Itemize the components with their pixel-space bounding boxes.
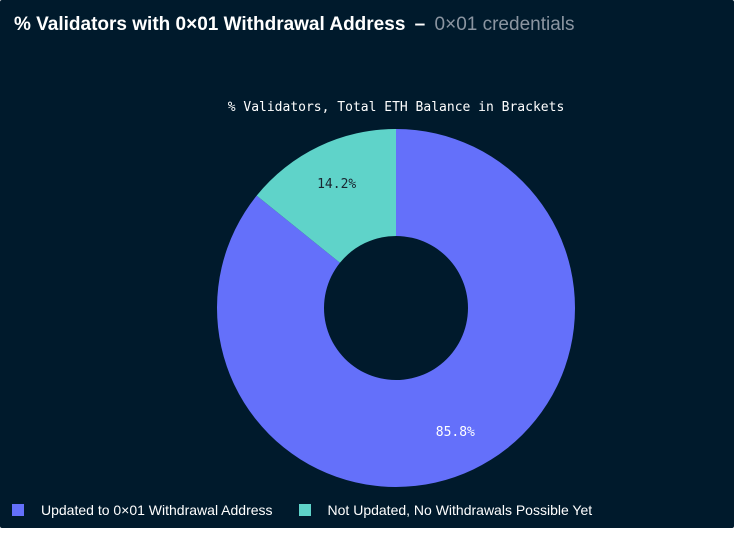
- panel-subtitle: 0×01 credentials: [434, 14, 575, 35]
- legend-label-not-updated: Not Updated, No Withdrawals Possible Yet: [327, 502, 593, 518]
- slice-label-not-updated: 14.2%: [317, 177, 356, 192]
- slice-not-updated[interactable]: [256, 129, 396, 263]
- slice-label-updated: 85.8%: [436, 425, 475, 440]
- chart-legend: Updated to 0×01 Withdrawal Address Not U…: [12, 502, 618, 518]
- chart-title: % Validators, Total ETH Balance in Brack…: [227, 100, 565, 115]
- legend-swatch-updated: [12, 504, 24, 516]
- donut-chart: 85.8% 14.2%: [216, 129, 575, 488]
- panel-header: % Validators with 0×01 Withdrawal Addres…: [14, 14, 575, 36]
- legend-swatch-not-updated: [298, 504, 311, 516]
- legend-label-updated: Updated to 0×01 Withdrawal Address: [41, 502, 273, 518]
- legend-item-not-updated[interactable]: Not Updated, No Withdrawals Possible Yet: [298, 502, 593, 518]
- title-separator: –: [414, 14, 426, 35]
- panel-title: % Validators with 0×01 Withdrawal Addres…: [14, 14, 406, 35]
- slice-updated[interactable]: [216, 129, 575, 488]
- legend-item-updated[interactable]: Updated to 0×01 Withdrawal Address: [12, 502, 273, 518]
